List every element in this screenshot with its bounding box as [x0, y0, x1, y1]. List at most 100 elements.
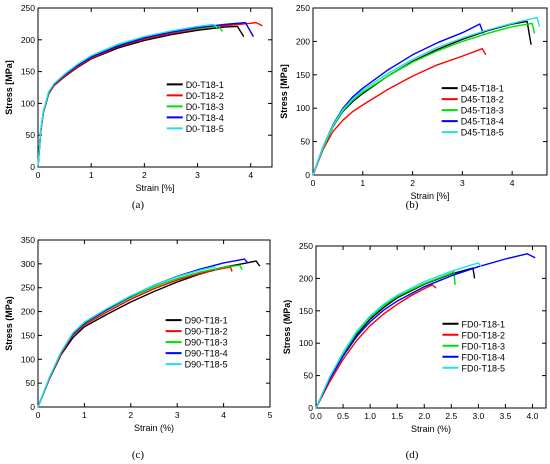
- y-tick-label: 50: [304, 371, 314, 381]
- series-line-D0-T18-2: [37, 21, 263, 168]
- legend-entry: D45-T18-4: [461, 117, 504, 127]
- y-axis-label: Stress [MPa]: [4, 60, 14, 115]
- chart-panel-d: 0.0 0.5 1.0 1.5 2.0 2.5 3.0 3.5 4.0 0 50 100 150 200 2…: [282, 241, 547, 461]
- x-tick-label: 1.5: [391, 411, 403, 421]
- legend-entry: D90-T18-3: [185, 338, 228, 348]
- x-tick-label: 0: [311, 178, 316, 188]
- legend-entry: D0-T18-4: [186, 113, 224, 123]
- y-tick-label: 200: [21, 35, 35, 45]
- y-tick-label: 50: [26, 130, 36, 140]
- x-tick-label: 4: [510, 178, 515, 188]
- series-line-D45-T18-4: [312, 23, 484, 176]
- y-axis-label: Stress (MPa): [4, 296, 14, 351]
- legend-entry: FD0-T18-4: [462, 352, 506, 362]
- legend-entry: D90-T18-4: [185, 349, 228, 359]
- y-tick-label: 150: [299, 306, 313, 316]
- x-tick-label: 2.5: [445, 411, 457, 421]
- y-tick-label: 250: [21, 283, 35, 293]
- y-tick-label: 150: [296, 70, 310, 80]
- series-line-D45-T18-2: [312, 48, 487, 176]
- x-tick-label: 0: [36, 410, 41, 420]
- x-tick-label: 3: [195, 170, 200, 180]
- x-tick-label: 0: [36, 170, 41, 180]
- plot-frame: [315, 245, 547, 409]
- legend-entry: D0-T18-3: [186, 102, 224, 112]
- panel-label: (a): [132, 199, 145, 211]
- x-tick-label: 4: [248, 170, 253, 180]
- x-tick-label: 1.0: [364, 411, 376, 421]
- x-tick-label: 3.0: [472, 411, 484, 421]
- chart-panel-a: 0 1 2 3 4 0 50 100 150 200 250 Strain [%] Stress [MP…: [4, 3, 273, 211]
- y-axis-label: Stress (MPa): [282, 300, 292, 355]
- y-tick-label: 150: [21, 67, 35, 77]
- legend-entry: FD0-T18-3: [462, 341, 506, 351]
- x-tick-label: 1: [82, 410, 87, 420]
- y-tick-label: 100: [299, 338, 313, 348]
- y-tick-label: 200: [299, 273, 313, 283]
- legend-entry: D90-T18-5: [185, 360, 228, 370]
- x-tick-label: 0.5: [337, 411, 349, 421]
- y-axis-label: Stress [MPa]: [279, 64, 289, 119]
- legend-entry: FD0-T18-5: [462, 363, 506, 373]
- legend-entry: D45-T18-3: [461, 106, 504, 116]
- series-line-D45-T18-5: [312, 16, 541, 176]
- y-tick-label: 0: [30, 402, 35, 412]
- y-tick-label: 0: [30, 162, 35, 172]
- series-line-FD0-T18-5: [315, 262, 482, 409]
- series-line-FD0-T18-1: [315, 267, 476, 409]
- x-tick-label: 3.5: [499, 411, 511, 421]
- x-tick-label: 1: [89, 170, 94, 180]
- series-line-FD0-T18-4: [315, 253, 536, 409]
- y-tick-label: 100: [21, 98, 35, 108]
- legend-entry: D90-T18-1: [185, 316, 228, 326]
- y-tick-label: 50: [26, 378, 36, 388]
- y-tick-label: 200: [21, 307, 35, 317]
- y-tick-label: 250: [296, 3, 310, 13]
- legend-entry: D0-T18-2: [186, 91, 224, 101]
- legend-entry: D90-T18-2: [185, 327, 228, 337]
- x-tick-label: 5: [268, 410, 273, 420]
- legend-entry: FD0-T18-2: [462, 330, 506, 340]
- x-axis-label: Strain (%): [134, 423, 174, 433]
- x-tick-label: 2: [128, 410, 133, 420]
- chart-panel-b: 0 1 2 3 4 0 50 100 150 200 250 Strain [%] Stress [MP…: [279, 3, 548, 211]
- panel-label: (d): [406, 449, 419, 461]
- y-tick-label: 0: [305, 170, 310, 180]
- x-tick-label: 2.0: [418, 411, 430, 421]
- series-line-FD0-T18-3: [315, 271, 456, 409]
- y-tick-label: 200: [296, 36, 310, 46]
- x-tick-label: 3: [460, 178, 465, 188]
- x-tick-label: 2: [410, 178, 415, 188]
- panel-label: (c): [132, 449, 145, 461]
- plot-frame: [37, 239, 271, 408]
- series-line-D90-T18-5: [37, 266, 218, 408]
- x-axis-label: Strain [%]: [135, 183, 174, 193]
- legend-entry: FD0-T18-1: [462, 319, 506, 329]
- series-line-FD0-T18-2: [315, 284, 437, 409]
- x-axis-label: Strain [%]: [410, 191, 449, 201]
- plot-frame: [312, 7, 548, 176]
- plot-frame: [37, 7, 273, 168]
- x-tick-label: 2: [142, 170, 147, 180]
- x-tick-label: 3: [175, 410, 180, 420]
- legend-entry: D45-T18-5: [461, 128, 504, 138]
- y-tick-label: 100: [296, 103, 310, 113]
- x-tick-label: 4.0: [527, 411, 539, 421]
- x-axis-label: Strain (%): [411, 424, 451, 434]
- panel-label: (b): [406, 199, 419, 211]
- x-tick-label: 1: [360, 178, 365, 188]
- y-tick-label: 350: [21, 235, 35, 245]
- legend-entry: D45-T18-2: [461, 95, 504, 105]
- x-tick-label: 4: [221, 410, 226, 420]
- y-tick-label: 250: [21, 3, 35, 13]
- legend-entry: D0-T18-1: [186, 80, 224, 90]
- legend-entry: D0-T18-5: [186, 124, 224, 134]
- x-tick-label: 0.0: [310, 411, 322, 421]
- legend-entry: D45-T18-1: [461, 84, 504, 94]
- y-tick-label: 100: [21, 354, 35, 364]
- y-tick-label: 250: [299, 241, 313, 251]
- y-tick-label: 300: [21, 259, 35, 269]
- y-tick-label: 50: [301, 137, 311, 147]
